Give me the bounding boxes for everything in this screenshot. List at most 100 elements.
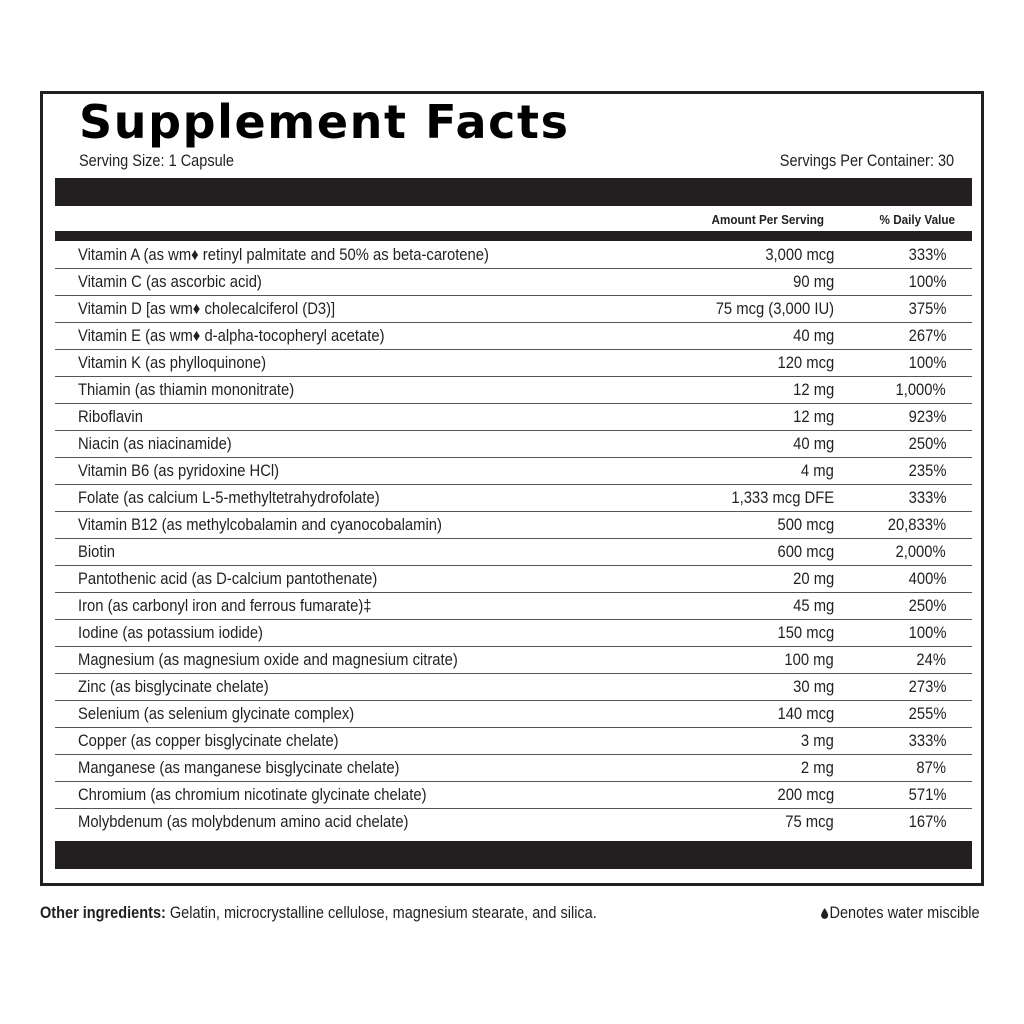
nutrient-daily-value: 100% — [908, 623, 946, 642]
nutrient-amount: 90 mg — [792, 272, 834, 291]
nutrient-daily-value: 571% — [908, 785, 946, 804]
other-ingredients: Other ingredients: Gelatin, microcrystal… — [40, 904, 597, 923]
nutrient-name: Copper (as copper bisglycinate chelate) — [78, 731, 339, 750]
nutrient-amount: 600 mcg — [777, 542, 834, 561]
nutrient-daily-value: 273% — [908, 677, 946, 696]
nutrient-name: Iron (as carbonyl iron and ferrous fumar… — [78, 596, 372, 615]
nutrient-name: Manganese (as manganese bisglycinate che… — [78, 758, 400, 777]
servings-per-container: Servings Per Container: 30 — [779, 152, 954, 170]
nutrient-amount: 150 mcg — [777, 623, 834, 642]
nutrient-name: Vitamin B6 (as pyridoxine HCl) — [78, 461, 280, 480]
supplement-facts-panel: Supplement Facts Serving Size: 1 Capsule… — [40, 91, 984, 886]
nutrient-name: Thiamin (as thiamin mononitrate) — [78, 380, 295, 399]
nutrient-name: Vitamin D [as wm♦ cholecalciferol (D3)] — [78, 299, 336, 318]
nutrient-name: Folate (as calcium L-5-methyltetrahydrof… — [78, 488, 380, 507]
water-miscible-legend: Denotes water miscible — [821, 904, 980, 923]
table-row: Iodine (as potassium iodide) 150 mcg 100% — [55, 620, 972, 647]
top-divider-bar — [55, 178, 972, 206]
nutrient-daily-value: 2,000% — [895, 542, 946, 561]
other-ingredients-label: Other ingredients: — [40, 904, 166, 922]
nutrient-amount: 12 mg — [792, 380, 834, 399]
nutrient-daily-value: 87% — [916, 758, 946, 777]
table-row: Vitamin K (as phylloquinone) 120 mcg 100% — [55, 350, 972, 377]
table-row: Pantothenic acid (as D-calcium pantothen… — [55, 566, 972, 593]
nutrient-daily-value: 333% — [908, 731, 946, 750]
nutrient-name: Molybdenum (as molybdenum amino acid che… — [78, 812, 409, 831]
table-row: Iron (as carbonyl iron and ferrous fumar… — [55, 593, 972, 620]
nutrient-daily-value: 333% — [908, 245, 946, 264]
table-row: Vitamin B6 (as pyridoxine HCl) 4 mg 235% — [55, 458, 972, 485]
table-row: Copper (as copper bisglycinate chelate) 3… — [55, 728, 972, 755]
table-row: Vitamin D [as wm♦ cholecalciferol (D3)] 7… — [55, 296, 972, 323]
nutrient-daily-value: 255% — [908, 704, 946, 723]
water-drop-icon — [821, 908, 829, 919]
nutrient-name: Biotin — [78, 542, 116, 561]
bottom-divider-bar — [55, 841, 972, 869]
table-row: Biotin 600 mcg 2,000% — [55, 539, 972, 566]
nutrient-daily-value: 100% — [908, 353, 946, 372]
header-divider-bar — [55, 231, 972, 241]
nutrient-name: Zinc (as bisglycinate chelate) — [78, 677, 269, 696]
table-row: Chromium (as chromium nicotinate glycina… — [55, 782, 972, 809]
nutrient-amount: 200 mcg — [777, 785, 834, 804]
table-row: Zinc (as bisglycinate chelate) 30 mg 273% — [55, 674, 972, 701]
table-row: Molybdenum (as molybdenum amino acid che… — [55, 809, 972, 836]
nutrient-amount: 140 mcg — [777, 704, 834, 723]
nutrient-amount: 40 mg — [792, 326, 834, 345]
nutrient-daily-value: 923% — [908, 407, 946, 426]
nutrient-daily-value: 250% — [908, 434, 946, 453]
serving-size: Serving Size: 1 Capsule — [79, 152, 234, 170]
nutrient-daily-value: 267% — [908, 326, 946, 345]
nutrient-name: Riboflavin — [78, 407, 143, 426]
nutrient-name: Vitamin A (as wm♦ retinyl palmitate and … — [78, 245, 489, 264]
nutrient-amount: 75 mcg (3,000 IU) — [715, 299, 834, 318]
nutrient-amount: 3 mg — [801, 731, 834, 750]
nutrient-amount: 1,333 mcg DFE — [731, 488, 834, 507]
nutrient-daily-value: 167% — [908, 812, 946, 831]
nutrient-daily-value: 250% — [908, 596, 946, 615]
nutrient-name: Vitamin C (as ascorbic acid) — [78, 272, 262, 291]
nutrient-amount: 4 mg — [801, 461, 834, 480]
table-row: Vitamin C (as ascorbic acid) 90 mg 100% — [55, 269, 972, 296]
nutrient-amount: 20 mg — [792, 569, 834, 588]
nutrient-daily-value: 20,833% — [887, 515, 946, 534]
nutrient-daily-value: 24% — [916, 650, 946, 669]
nutrient-amount: 45 mg — [792, 596, 834, 615]
nutrient-daily-value: 1,000% — [895, 380, 946, 399]
label-title: Supplement Facts — [79, 95, 570, 149]
nutrient-name: Niacin (as niacinamide) — [78, 434, 232, 453]
table-row: Niacin (as niacinamide) 40 mg 250% — [55, 431, 972, 458]
nutrient-name: Selenium (as selenium glycinate complex) — [78, 704, 355, 723]
nutrient-amount: 30 mg — [792, 677, 834, 696]
legend-text: Denotes water miscible — [829, 904, 980, 922]
nutrient-daily-value: 333% — [908, 488, 946, 507]
nutrient-name: Vitamin B12 (as methylcobalamin and cyan… — [78, 515, 442, 534]
nutrient-amount: 2 mg — [801, 758, 834, 777]
nutrient-daily-value: 375% — [908, 299, 946, 318]
table-row: Vitamin B12 (as methylcobalamin and cyan… — [55, 512, 972, 539]
table-row: Riboflavin 12 mg 923% — [55, 404, 972, 431]
nutrient-name: Chromium (as chromium nicotinate glycina… — [78, 785, 427, 804]
table-row: Vitamin A (as wm♦ retinyl palmitate and … — [55, 242, 972, 269]
table-row: Selenium (as selenium glycinate complex)… — [55, 701, 972, 728]
nutrient-amount: 40 mg — [792, 434, 834, 453]
nutrient-amount: 12 mg — [792, 407, 834, 426]
nutrient-daily-value: 100% — [908, 272, 946, 291]
nutrient-name: Magnesium (as magnesium oxide and magnes… — [78, 650, 458, 669]
column-header-amount: Amount Per Serving — [711, 212, 824, 227]
nutrient-daily-value: 235% — [908, 461, 946, 480]
nutrient-daily-value: 400% — [908, 569, 946, 588]
nutrient-name: Vitamin K (as phylloquinone) — [78, 353, 267, 372]
table-row: Vitamin E (as wm♦ d-alpha-tocopheryl ace… — [55, 323, 972, 350]
table-row: Magnesium (as magnesium oxide and magnes… — [55, 647, 972, 674]
nutrient-name: Vitamin E (as wm♦ d-alpha-tocopheryl ace… — [78, 326, 385, 345]
other-ingredients-text: Gelatin, microcrystalline cellulose, mag… — [165, 904, 597, 922]
column-header-daily-value: % Daily Value — [879, 212, 955, 227]
nutrient-amount: 3,000 mcg — [764, 245, 834, 264]
table-row: Folate (as calcium L-5-methyltetrahydrof… — [55, 485, 972, 512]
nutrient-amount: 75 mcg — [785, 812, 834, 831]
nutrient-name: Iodine (as potassium iodide) — [78, 623, 263, 642]
nutrient-amount: 500 mcg — [777, 515, 834, 534]
table-row: Manganese (as manganese bisglycinate che… — [55, 755, 972, 782]
table-row: Thiamin (as thiamin mononitrate) 12 mg 1,0… — [55, 377, 972, 404]
